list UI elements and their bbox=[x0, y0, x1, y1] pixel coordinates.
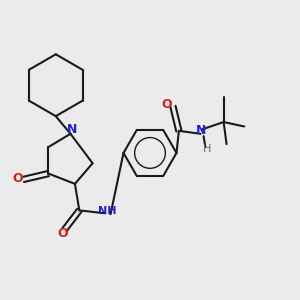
Text: O: O bbox=[58, 227, 68, 240]
Text: NH: NH bbox=[98, 206, 117, 216]
Text: O: O bbox=[162, 98, 172, 111]
Text: H: H bbox=[203, 143, 212, 154]
Text: O: O bbox=[12, 172, 23, 185]
Text: N: N bbox=[67, 123, 77, 136]
Text: N: N bbox=[196, 124, 207, 137]
